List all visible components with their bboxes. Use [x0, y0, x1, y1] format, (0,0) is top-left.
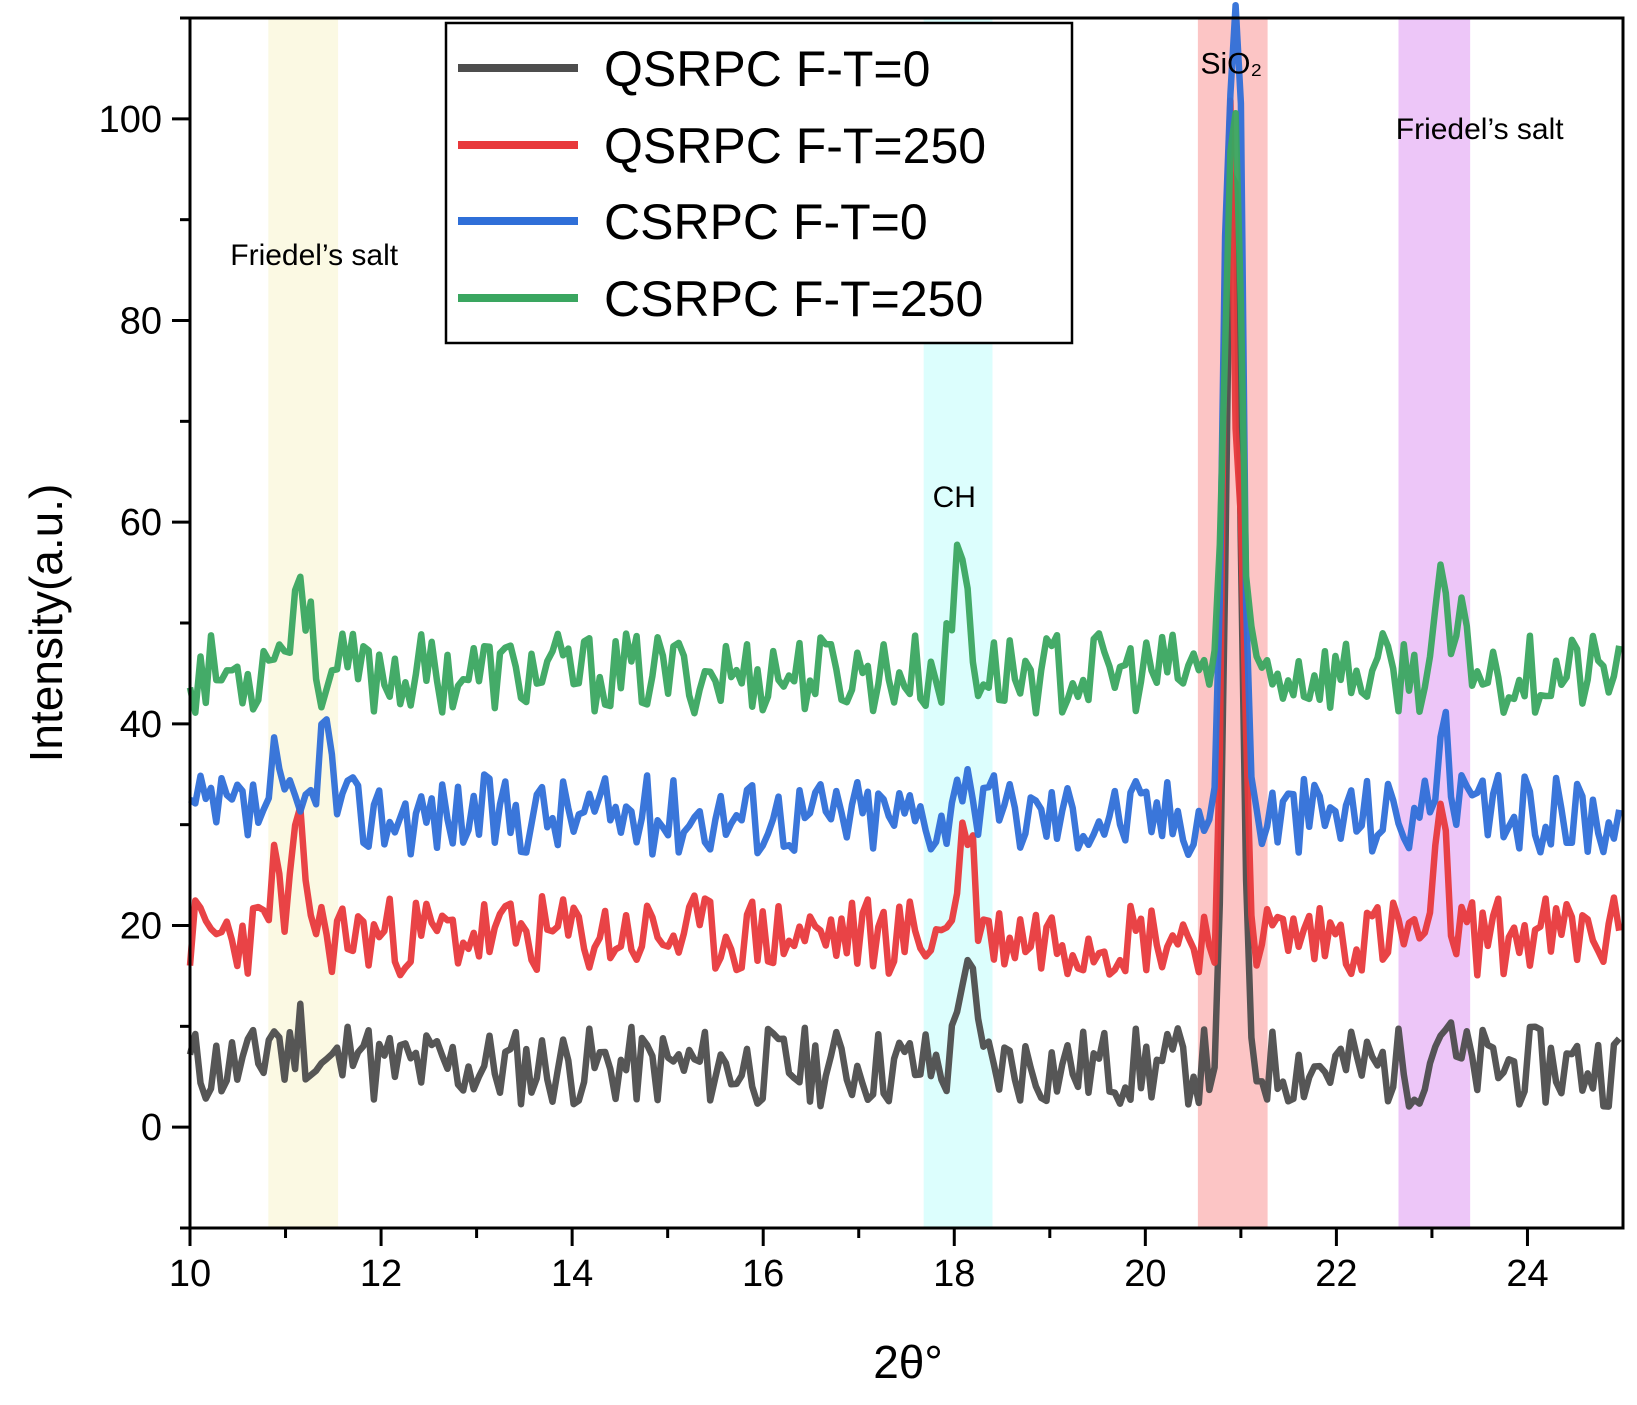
x-tick-label-3: 16 — [742, 1253, 784, 1295]
y-axis-title: Intensity(a.u.) — [20, 484, 72, 763]
x-tick-label-7: 24 — [1506, 1253, 1548, 1295]
x-tick-label-4: 18 — [933, 1253, 975, 1295]
axes: 10 12 14 16 18 20 22 24 0 20 40 60 80 100 — [99, 16, 1625, 1295]
legend: QSRPC F-T=0 QSRPC F-T=250 CSRPC F-T=0 CS… — [444, 21, 1074, 345]
series-line-1 — [186, 97, 1623, 979]
legend-label-csrpc-250: CSRPC F-T=250 — [604, 271, 983, 327]
y-tick-label-3: 60 — [120, 502, 162, 544]
y-tick-label-2: 40 — [120, 704, 162, 746]
x-tick-label-1: 12 — [360, 1253, 402, 1295]
series-lines — [186, 1, 1623, 1110]
legend-label-qsrpc-250: QSRPC F-T=250 — [604, 118, 986, 174]
legend-label-qsrpc-0: QSRPC F-T=0 — [604, 41, 930, 97]
band-label-2: SiO₂ — [1200, 47, 1262, 80]
y-tick-label-4: 80 — [120, 301, 162, 343]
legend-label-csrpc-0: CSRPC F-T=0 — [604, 194, 928, 250]
x-axis-title: 2θ° — [873, 1336, 943, 1388]
y-tick-label-5: 100 — [99, 99, 162, 141]
series-line-2 — [188, 1, 1623, 859]
legend-box — [444, 21, 1074, 345]
x-tick-label-2: 14 — [551, 1253, 593, 1295]
x-tick-label-0: 10 — [169, 1253, 211, 1295]
series-line-3 — [186, 109, 1623, 717]
x-tick-label-6: 22 — [1315, 1253, 1357, 1295]
y-tick-label-0: 0 — [141, 1107, 162, 1149]
y-tick-label-1: 20 — [120, 906, 162, 948]
series-line-0 — [186, 169, 1622, 1110]
band-label-3: Friedel’s salt — [1396, 113, 1565, 146]
band-label-1: CH — [933, 481, 976, 514]
band-label-0: Friedel’s salt — [230, 239, 399, 272]
x-tick-label-5: 20 — [1124, 1253, 1166, 1295]
annotations: Friedel’s salt CH SiO₂ Friedel’s salt — [230, 47, 1564, 514]
